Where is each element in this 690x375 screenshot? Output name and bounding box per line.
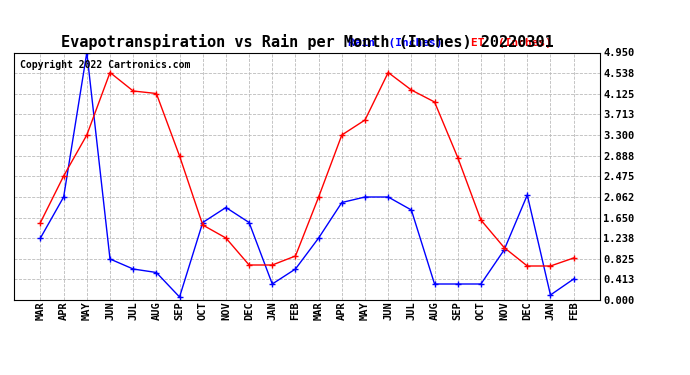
Text: Rain  (Inches): Rain (Inches) (348, 38, 442, 48)
Text: ET  (Inches): ET (Inches) (471, 38, 552, 48)
Text: Copyright 2022 Cartronics.com: Copyright 2022 Cartronics.com (19, 60, 190, 70)
Title: Evapotranspiration vs Rain per Month (Inches) 20220301: Evapotranspiration vs Rain per Month (In… (61, 34, 553, 50)
